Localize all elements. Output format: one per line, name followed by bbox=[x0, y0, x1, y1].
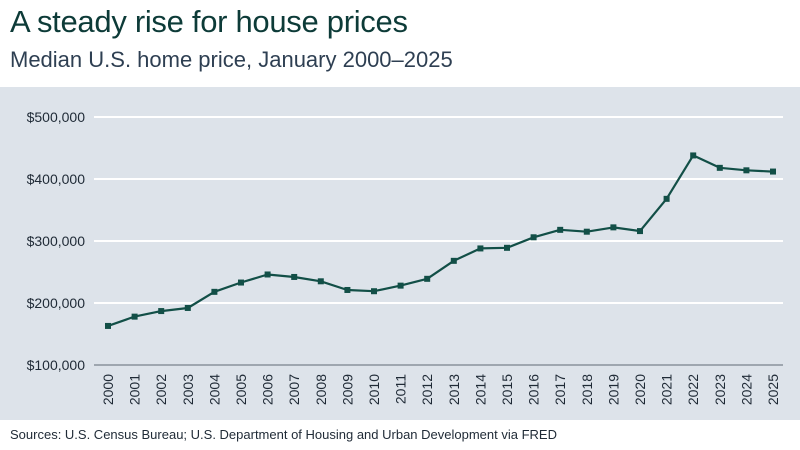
data-point bbox=[450, 257, 457, 264]
x-tick-label: 2008 bbox=[313, 374, 329, 405]
y-tick-label: $100,000 bbox=[27, 357, 86, 373]
x-tick-label: 2002 bbox=[153, 374, 169, 405]
data-point bbox=[371, 288, 377, 295]
chart-title: A steady rise for house prices bbox=[10, 4, 408, 39]
data-point bbox=[477, 245, 484, 252]
x-tick-label: 2022 bbox=[685, 374, 701, 405]
data-point bbox=[637, 228, 643, 235]
x-tick-label: 2005 bbox=[233, 374, 249, 405]
data-point bbox=[238, 279, 244, 286]
y-tick-label: $400,000 bbox=[27, 171, 86, 187]
data-point bbox=[105, 322, 111, 329]
x-tick-label: 2011 bbox=[393, 374, 409, 404]
y-tick-label: $200,000 bbox=[27, 295, 86, 311]
data-point bbox=[264, 271, 271, 278]
x-tick-label: 2009 bbox=[339, 374, 355, 405]
x-tick-label: 2014 bbox=[472, 374, 488, 405]
y-tick-label: $300,000 bbox=[27, 233, 86, 249]
x-tick-label: 2007 bbox=[286, 374, 302, 405]
x-tick-label: 2013 bbox=[446, 374, 462, 405]
data-point bbox=[663, 195, 670, 202]
x-tick-label: 2006 bbox=[260, 374, 276, 405]
x-tick-label: 2010 bbox=[366, 374, 382, 405]
data-point bbox=[530, 234, 537, 241]
data-point bbox=[557, 226, 564, 233]
x-tick-label: 2016 bbox=[526, 374, 542, 405]
x-tick-label: 2015 bbox=[499, 374, 515, 405]
data-point bbox=[317, 278, 324, 285]
x-tick-label: 2025 bbox=[765, 374, 781, 405]
data-point bbox=[424, 275, 431, 282]
x-tick-label: 2003 bbox=[180, 374, 196, 405]
x-tick-label: 2004 bbox=[206, 374, 222, 405]
data-point bbox=[158, 308, 165, 315]
x-tick-label: 2023 bbox=[712, 374, 728, 405]
data-point bbox=[770, 168, 776, 175]
x-tick-label: 2021 bbox=[659, 374, 675, 405]
data-point bbox=[583, 228, 590, 235]
source-note: Sources: U.S. Census Bureau; U.S. Depart… bbox=[10, 427, 557, 442]
data-point bbox=[291, 273, 298, 280]
x-tick-label: 2019 bbox=[605, 374, 621, 405]
x-tick-label: 2018 bbox=[579, 374, 595, 405]
x-tick-label: 2020 bbox=[632, 374, 648, 405]
data-point bbox=[211, 288, 218, 295]
chart-subtitle: Median U.S. home price, January 2000–202… bbox=[10, 47, 453, 72]
x-tick-label: 2001 bbox=[127, 374, 143, 405]
x-tick-label: 2000 bbox=[100, 374, 116, 405]
x-tick-label: 2024 bbox=[738, 374, 754, 405]
data-point bbox=[131, 313, 138, 320]
data-point bbox=[344, 286, 351, 293]
data-point bbox=[504, 244, 510, 251]
series-line bbox=[107, 154, 774, 327]
data-point bbox=[743, 167, 750, 174]
data-point bbox=[184, 304, 191, 311]
data-point bbox=[397, 282, 404, 289]
data-point bbox=[716, 164, 723, 171]
data-point bbox=[690, 152, 697, 159]
x-tick-label: 2012 bbox=[419, 374, 435, 405]
x-tick-label: 2017 bbox=[552, 374, 568, 405]
data-point bbox=[610, 224, 617, 231]
y-tick-label: $500,000 bbox=[27, 109, 86, 125]
